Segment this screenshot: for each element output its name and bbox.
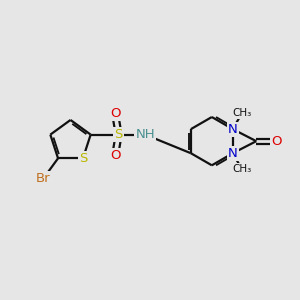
Text: NH: NH [135,128,155,141]
Text: N: N [228,147,238,160]
Text: Br: Br [36,172,51,185]
Text: O: O [110,107,120,120]
Text: CH₃: CH₃ [232,108,251,118]
Text: S: S [79,152,87,165]
Text: N: N [228,123,238,136]
Text: O: O [110,149,120,162]
Text: CH₃: CH₃ [232,164,251,174]
Text: O: O [271,135,282,148]
Text: S: S [114,128,123,141]
